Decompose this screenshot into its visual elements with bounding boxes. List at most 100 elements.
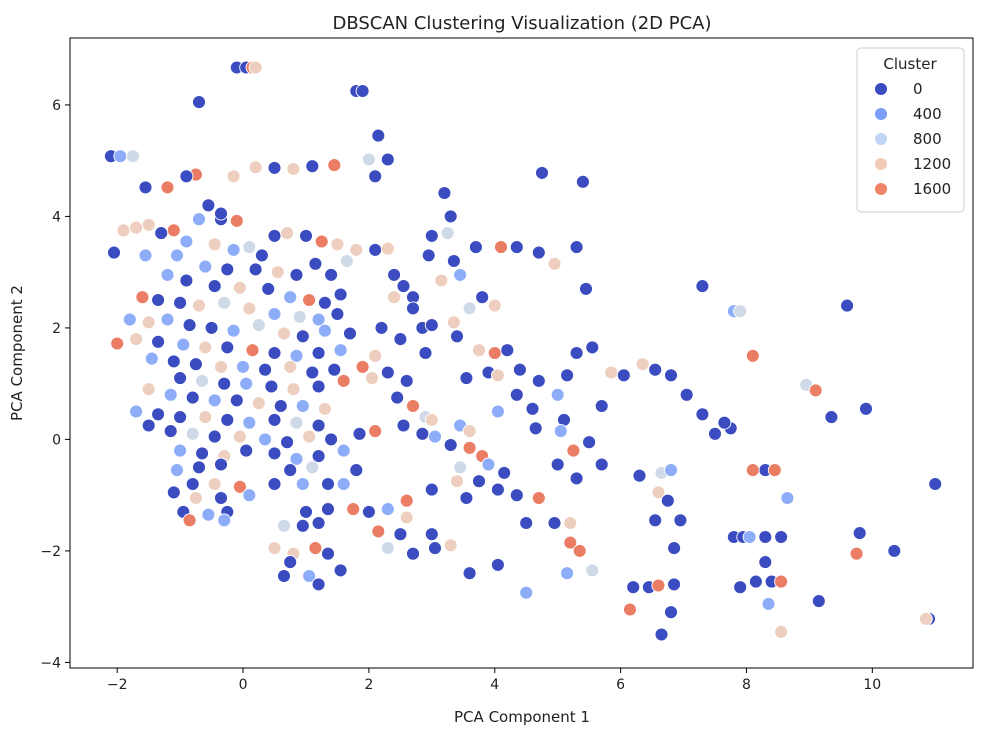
data-point — [141, 418, 156, 433]
data-point — [424, 318, 439, 333]
data-point — [188, 491, 203, 505]
data-point — [399, 510, 414, 525]
data-point — [160, 180, 175, 195]
data-point — [311, 379, 326, 394]
data-point — [336, 373, 351, 388]
data-point — [859, 401, 873, 416]
data-point — [808, 383, 823, 398]
data-point — [428, 429, 442, 444]
data-point — [295, 477, 310, 491]
legend: Cluster 0 400 800 1200 1600 — [856, 47, 965, 213]
data-point — [251, 396, 266, 411]
data-point — [361, 152, 376, 167]
data-point — [305, 365, 320, 380]
data-point — [179, 234, 194, 249]
data-point — [582, 435, 597, 450]
data-point — [173, 410, 188, 425]
data-point — [226, 169, 241, 184]
data-point — [217, 376, 232, 391]
ticks-layer: −2 0 2 4 6 8 10 −4 −2 0 2 4 6 — [40, 98, 881, 693]
data-point — [204, 320, 219, 335]
data-point — [267, 346, 282, 360]
data-point — [528, 421, 543, 436]
chart-title: DBSCAN Clustering Visualization (2D PCA) — [332, 13, 711, 34]
data-point — [201, 507, 216, 522]
legend-entry-label: 800 — [913, 130, 942, 148]
data-point — [151, 293, 166, 307]
y-axis-label: PCA Component 2 — [8, 285, 26, 421]
data-point — [129, 220, 144, 235]
data-point — [437, 186, 452, 200]
data-point — [195, 373, 210, 388]
data-point — [207, 429, 222, 444]
data-point — [214, 359, 228, 374]
data-point — [563, 516, 578, 530]
data-point — [273, 399, 288, 413]
data-point — [380, 502, 395, 517]
data-point — [324, 267, 339, 282]
x-tick-label: −2 — [107, 677, 128, 693]
data-point — [295, 399, 310, 413]
data-point — [311, 346, 326, 360]
data-point — [547, 516, 562, 530]
data-point — [170, 248, 184, 263]
data-point — [352, 426, 367, 441]
data-point — [280, 226, 295, 241]
y-tick-label: 0 — [52, 432, 61, 448]
data-point — [453, 267, 468, 282]
data-point — [217, 513, 232, 528]
data-point — [321, 477, 335, 491]
data-point — [774, 574, 789, 589]
data-point — [267, 541, 282, 556]
data-point — [198, 259, 213, 274]
data-point — [472, 474, 486, 489]
data-point — [695, 407, 710, 422]
data-point — [248, 160, 263, 175]
data-point — [918, 611, 933, 626]
data-point — [207, 237, 222, 252]
data-point — [129, 332, 144, 347]
data-point — [179, 273, 194, 288]
data-point — [226, 323, 241, 338]
data-point — [443, 209, 458, 224]
data-point — [651, 485, 666, 500]
x-tick-label: 2 — [364, 677, 373, 693]
data-point — [302, 293, 317, 307]
data-point — [424, 228, 439, 243]
legend-entries: 0 400 800 1200 1600 — [874, 80, 951, 198]
data-point — [368, 169, 383, 184]
data-point — [446, 315, 461, 330]
data-point — [365, 371, 379, 386]
points-layer — [103, 60, 943, 642]
data-point — [107, 245, 121, 260]
data-point — [305, 159, 320, 174]
data-point — [113, 149, 128, 164]
data-point — [154, 226, 169, 241]
data-point — [248, 262, 263, 277]
data-point — [774, 624, 789, 639]
data-point — [242, 240, 257, 255]
data-point — [141, 315, 156, 330]
data-point — [811, 594, 826, 609]
data-point — [679, 387, 694, 402]
data-point — [217, 295, 232, 310]
data-point — [176, 337, 191, 352]
data-point — [299, 228, 313, 243]
data-point — [346, 502, 361, 517]
data-point — [434, 273, 449, 288]
data-point — [450, 329, 464, 344]
data-point — [327, 362, 342, 377]
data-point — [330, 307, 345, 321]
data-point — [232, 429, 247, 444]
data-point — [192, 212, 206, 227]
data-point — [232, 280, 247, 295]
data-point — [490, 482, 505, 497]
data-point — [267, 307, 282, 321]
data-point — [333, 287, 348, 302]
data-point — [761, 596, 776, 611]
data-point — [295, 518, 310, 533]
data-point — [138, 180, 153, 195]
data-point — [667, 541, 682, 556]
data-point — [122, 312, 137, 327]
data-point — [192, 298, 206, 313]
